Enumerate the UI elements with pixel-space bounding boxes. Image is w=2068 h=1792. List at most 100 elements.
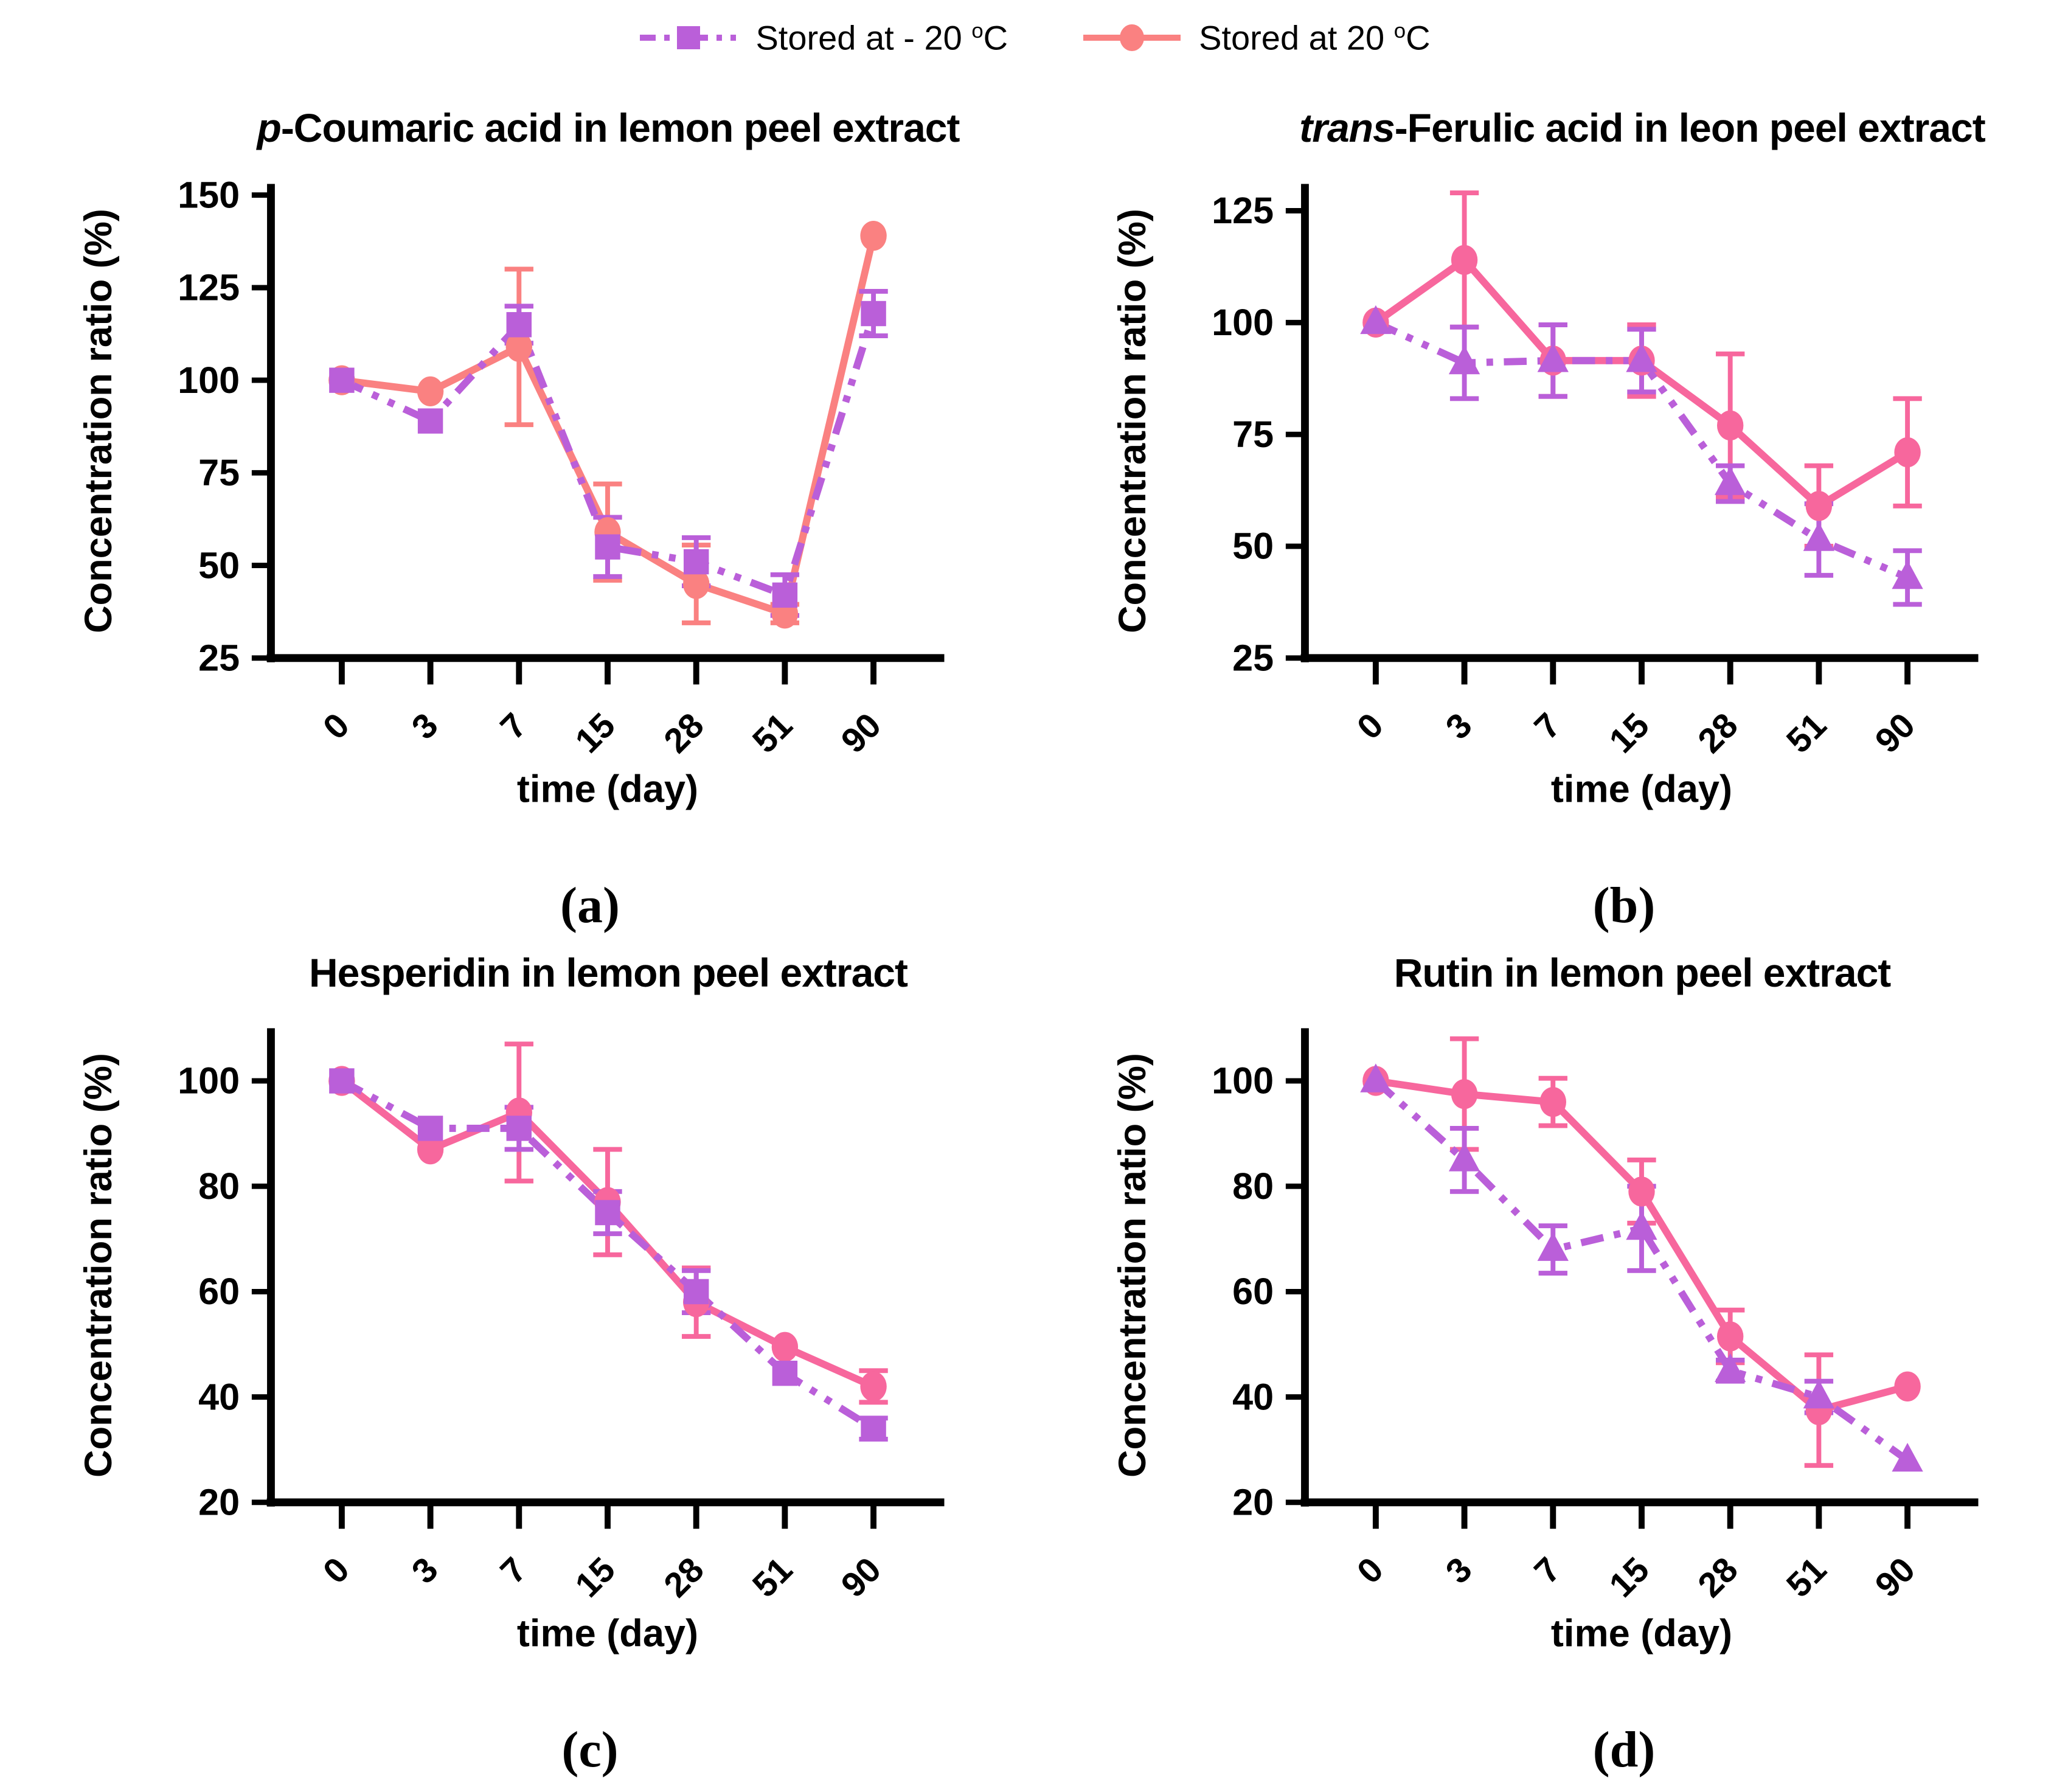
x-tick-label: 0 xyxy=(1350,1550,1391,1591)
x-tick-label: 28 xyxy=(656,1550,711,1605)
marker-circle xyxy=(1451,1079,1478,1110)
x-tick-label: 28 xyxy=(656,706,711,760)
svg-text:90: 90 xyxy=(834,706,889,760)
y-tick-label: 100 xyxy=(1212,1060,1274,1102)
marker-triangle xyxy=(1448,1142,1480,1172)
x-tick-label: 3 xyxy=(404,706,446,747)
marker-circle xyxy=(860,220,887,251)
marker-circle xyxy=(682,568,710,599)
x-axis-label: time (day) xyxy=(517,768,698,810)
series-markers-minus20 xyxy=(1360,305,1923,589)
marker-square xyxy=(417,1116,443,1141)
svg-text:28: 28 xyxy=(656,1550,711,1605)
x-axis-label: time (day) xyxy=(1551,768,1732,810)
marker-circle xyxy=(417,376,444,406)
axes: 25 50 75 100 125 150 0 3 7 15 28 51 90 xyxy=(178,174,945,760)
marker-triangle xyxy=(1803,1380,1835,1409)
marker-triangle xyxy=(1892,1443,1923,1472)
svg-text:51: 51 xyxy=(745,706,800,760)
y-tick-label: 20 xyxy=(198,1482,240,1523)
svg-text:15: 15 xyxy=(1602,1550,1657,1605)
y-tick-label: 100 xyxy=(178,359,240,400)
y-tick-label: 75 xyxy=(1232,413,1274,454)
panel-label-c: (c) xyxy=(561,1721,619,1779)
y-tick-label: 40 xyxy=(198,1377,240,1418)
svg-text:7: 7 xyxy=(1527,706,1569,747)
y-tick-label: 60 xyxy=(1232,1271,1274,1312)
panel-a: p-Coumaric acid in lemon peel extract 25… xyxy=(0,89,1034,931)
marker-circle xyxy=(1628,1176,1655,1207)
marker-circle xyxy=(1894,437,1921,467)
marker-triangle xyxy=(1715,466,1746,495)
x-tick-label: 15 xyxy=(568,1550,623,1605)
marker-square xyxy=(417,408,443,434)
marker-square xyxy=(595,1200,620,1226)
x-tick-label: 7 xyxy=(1527,706,1569,747)
marker-circle xyxy=(1805,490,1833,521)
x-axis-label: time (day) xyxy=(1551,1613,1732,1655)
x-tick-label: 3 xyxy=(1438,706,1480,747)
legend-square-marker xyxy=(677,26,701,49)
y-axis-label: Concentration ratio (%) xyxy=(77,1053,120,1478)
marker-triangle xyxy=(1360,1063,1392,1092)
y-tick-label: 25 xyxy=(1232,637,1274,678)
legend: Stored at - 20 oC Stored at 20 oC xyxy=(0,0,2068,67)
svg-text:90: 90 xyxy=(1868,1550,1923,1605)
legend-label-minus20: Stored at - 20 oC xyxy=(755,18,1008,57)
panel-label-b: (b) xyxy=(1592,877,1656,934)
x-tick-label: 28 xyxy=(1690,706,1745,760)
y-tick-label: 150 xyxy=(178,174,240,215)
legend-marker-plus20-icon xyxy=(1083,24,1181,51)
x-tick-label: 7 xyxy=(1527,1550,1569,1591)
marker-triangle xyxy=(1892,560,1923,589)
svg-text:51: 51 xyxy=(1779,1550,1834,1605)
marker-circle xyxy=(1716,410,1744,440)
y-tick-label: 60 xyxy=(198,1271,240,1312)
y-tick-label: 50 xyxy=(1232,525,1274,566)
marker-square xyxy=(329,367,355,393)
y-tick-label: 80 xyxy=(1232,1165,1274,1207)
panel-label-d: (d) xyxy=(1592,1721,1656,1779)
svg-text:28: 28 xyxy=(1690,1550,1745,1605)
svg-text:15: 15 xyxy=(568,706,623,760)
y-tick-label: 25 xyxy=(198,637,240,678)
svg-text:0: 0 xyxy=(1350,706,1391,747)
x-axis-label: time (day) xyxy=(517,1613,698,1655)
marker-triangle xyxy=(1448,345,1480,374)
x-tick-label: 90 xyxy=(834,706,889,760)
x-tick-label: 90 xyxy=(1868,1550,1923,1605)
marker-square xyxy=(861,300,886,326)
axes: 20 40 60 80 100 0 3 7 15 28 51 90 xyxy=(1212,1028,1979,1605)
chart-b: 25 50 75 100 125 0 3 7 15 28 51 90 time (day) Concent… xyxy=(1111,183,1979,810)
panel-d: Rutin in lemon peel extract 20 40 60 80 100 0… xyxy=(1034,934,2068,1776)
marker-circle xyxy=(1539,1087,1566,1117)
legend-circle-marker xyxy=(1120,24,1145,51)
svg-text:15: 15 xyxy=(1602,706,1657,760)
marker-square xyxy=(506,1116,532,1141)
y-axis-label: Concentration ratio (%) xyxy=(77,209,120,633)
svg-text:28: 28 xyxy=(1690,706,1745,760)
marker-square xyxy=(329,1068,355,1094)
chart-a: 25 50 75 100 125 150 0 3 7 15 28 51 90 time (day) Conc… xyxy=(77,174,945,810)
y-axis-label: Concentration ratio (%) xyxy=(1111,209,1154,633)
marker-triangle xyxy=(1537,342,1569,372)
chart-title-d: Rutin in lemon peel extract xyxy=(1393,950,1891,995)
marker-triangle xyxy=(1715,1353,1746,1383)
series-markers-minus20 xyxy=(329,1068,886,1442)
svg-text:51: 51 xyxy=(1779,706,1834,760)
y-tick-label: 80 xyxy=(198,1165,240,1207)
x-tick-label: 15 xyxy=(1602,706,1657,760)
chart-title-b: trans-Ferulic acid in leon peel extract xyxy=(1299,105,1985,150)
legend-label-plus20: Stored at 20 oC xyxy=(1199,18,1431,57)
x-tick-label: 28 xyxy=(1690,1550,1745,1605)
y-tick-label: 100 xyxy=(178,1060,240,1102)
marker-square xyxy=(595,534,620,560)
marker-circle xyxy=(505,332,532,362)
y-tick-label: 100 xyxy=(1212,302,1274,343)
legend-item-minus20: Stored at - 20 oC xyxy=(637,18,1008,57)
marker-circle xyxy=(1716,1321,1744,1352)
svg-text:15: 15 xyxy=(568,1550,623,1605)
marker-triangle xyxy=(1360,305,1392,334)
marker-square xyxy=(506,311,532,338)
marker-square xyxy=(772,1361,798,1386)
